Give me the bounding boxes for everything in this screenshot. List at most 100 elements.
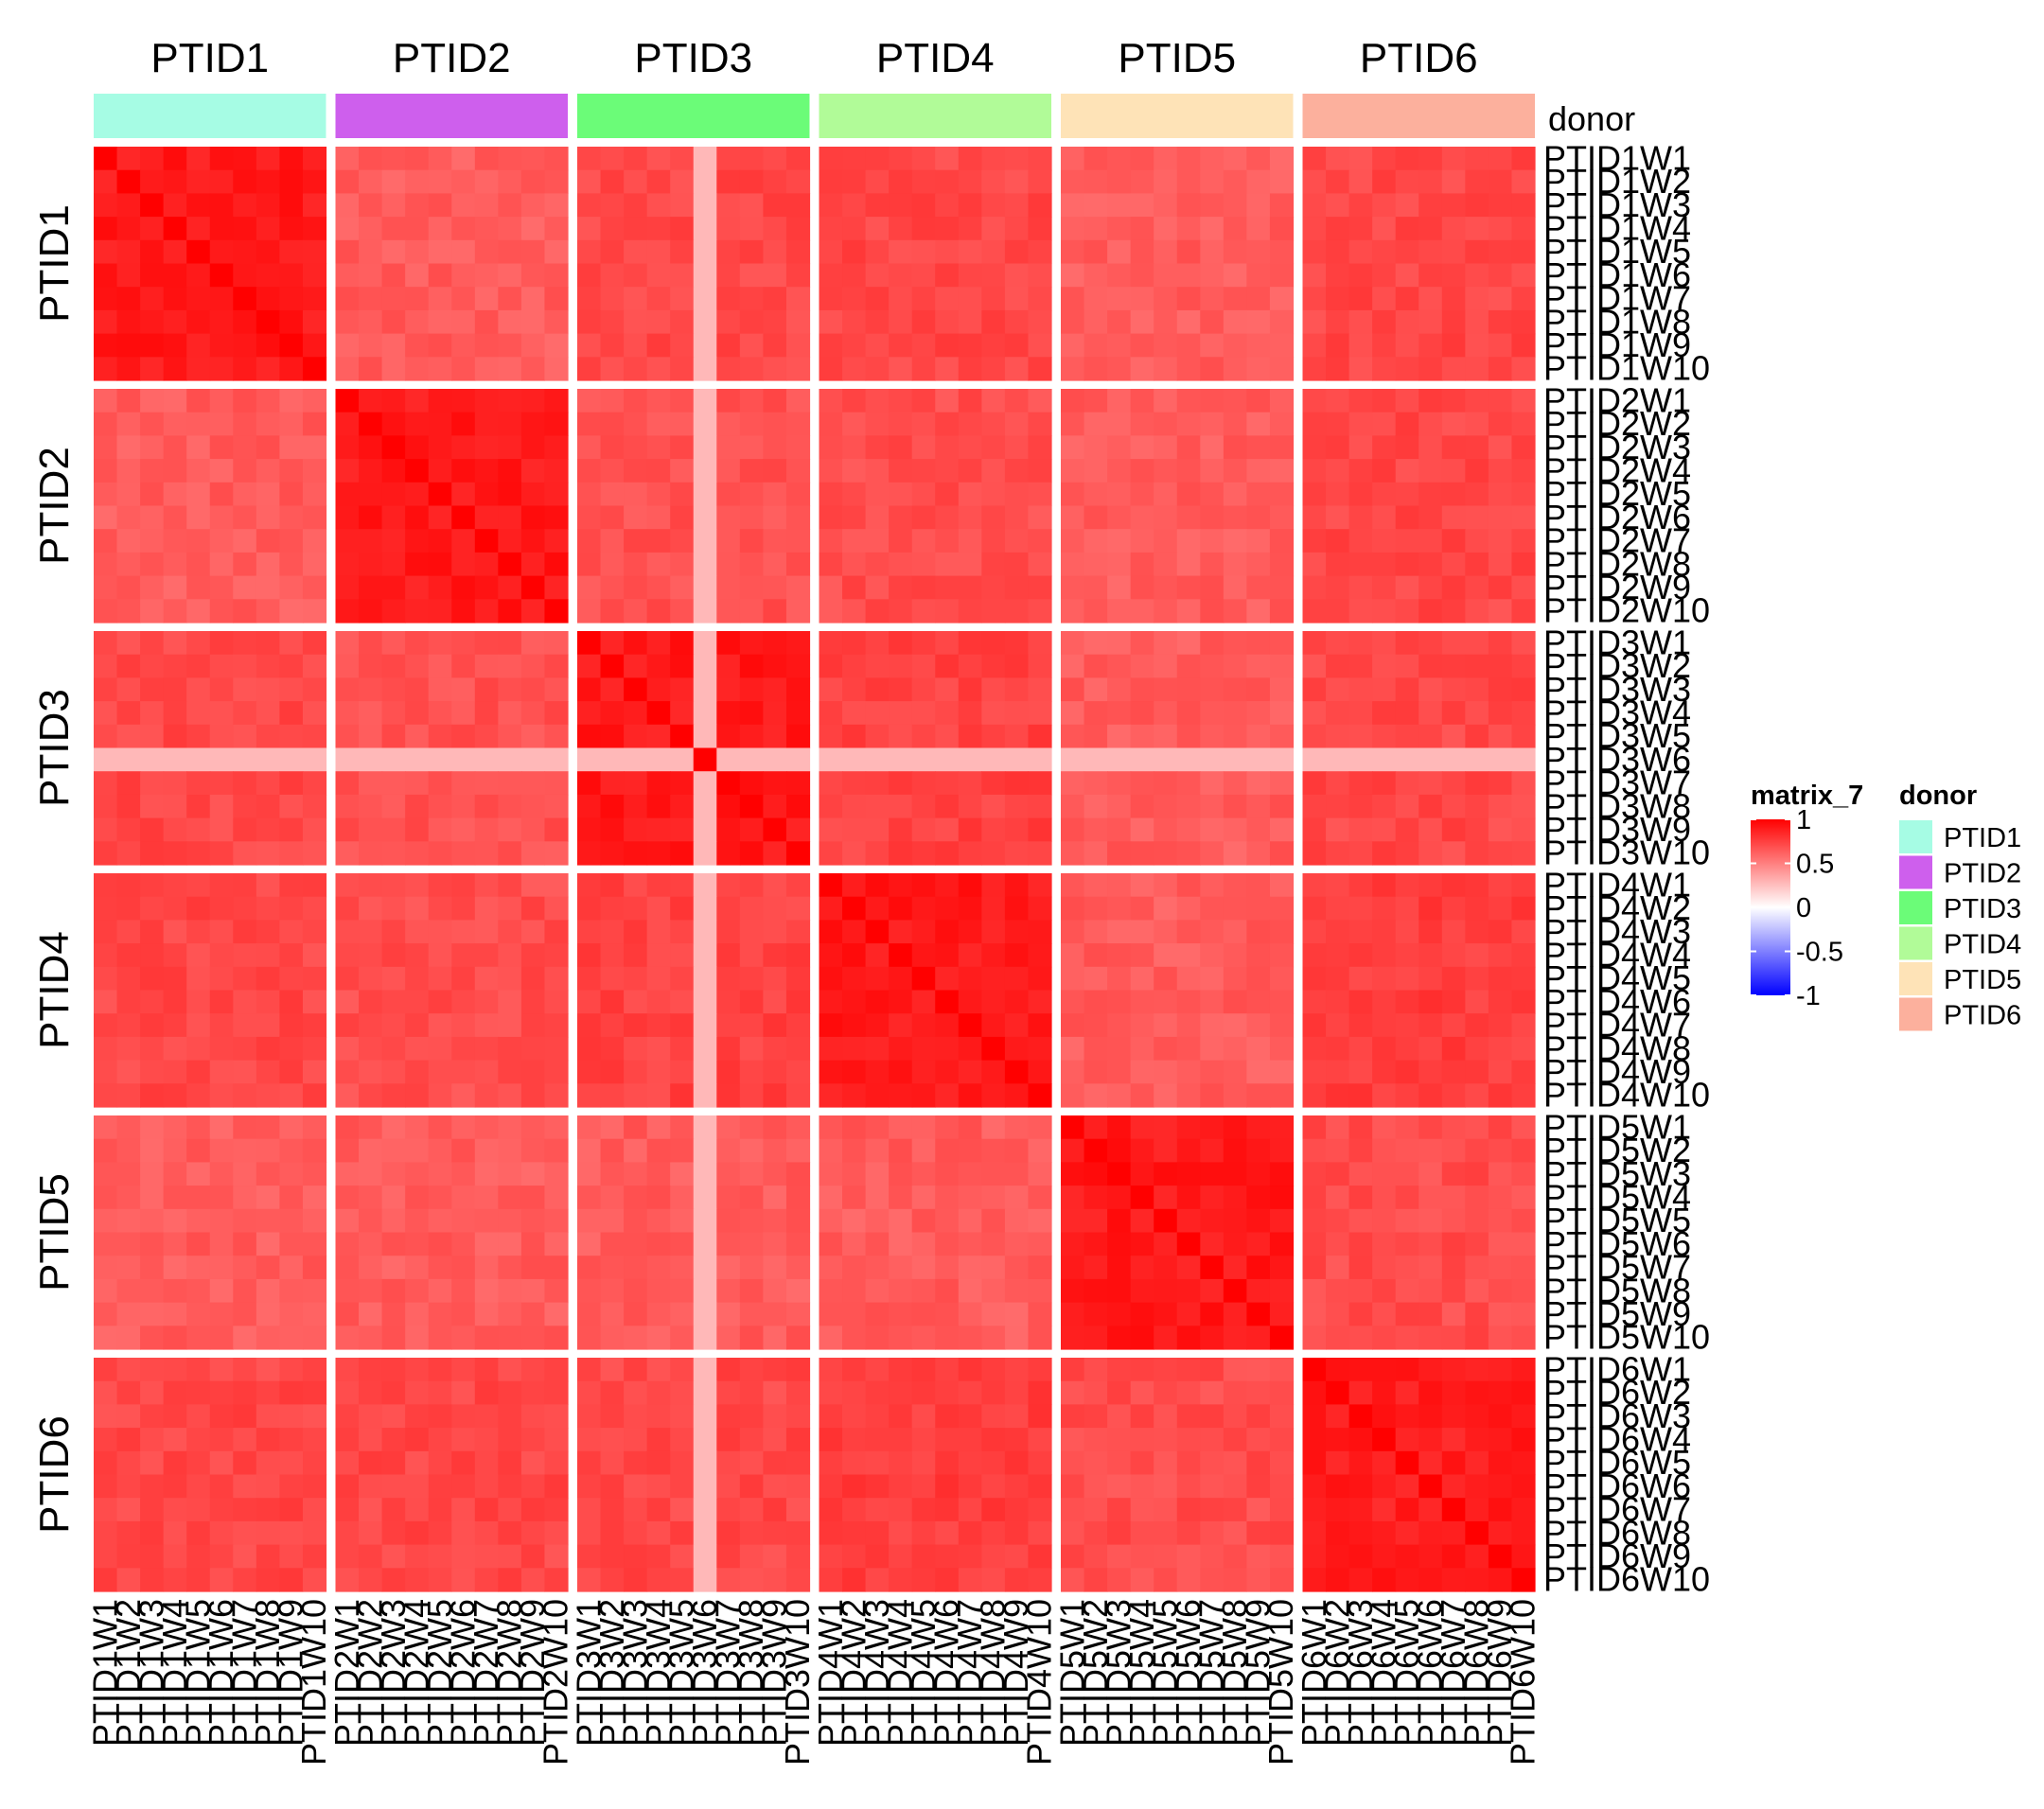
heatmap-cell-PTID2W2-PTID2W10: [544, 412, 569, 436]
heatmap-cell-PTID1W5-PTID3W4: [646, 239, 671, 265]
heatmap-cell-PTID1W6-PTID6W6: [1418, 263, 1443, 288]
heatmap-cell-PTID1W5-PTID1W6: [209, 239, 234, 265]
heatmap-cell-PTID4W9-PTID4W2: [842, 1060, 867, 1084]
column-tick-PTID6W3: PTID6W3: [1341, 1599, 1380, 1747]
heatmap-cell-PTID4W2-PTID6W3: [1348, 896, 1373, 921]
heatmap-cell-PTID5W8-PTID5W8: [1223, 1278, 1247, 1304]
heatmap-cell-PTID4W8-PTID3W8: [739, 1036, 764, 1062]
heatmap-cell-PTID6W2-PTID1W8: [256, 1380, 280, 1405]
heatmap-cell-PTID4W3-PTID1W7: [233, 920, 257, 944]
heatmap-cell-PTID3W6-PTID2W9: [520, 747, 546, 772]
heatmap-cell-PTID1W2-PTID6W3: [1348, 169, 1373, 194]
heatmap-cell-PTID1W9-PTID1W4: [163, 333, 187, 358]
heatmap-cell-PTID4W1-PTID5W9: [1246, 873, 1271, 898]
heatmap-cell-PTID4W6-PTID6W3: [1348, 990, 1373, 1014]
heatmap-cell-PTID3W1-PTID3W1: [577, 631, 602, 656]
heatmap-cell-PTID3W2-PTID6W9: [1488, 654, 1513, 678]
heatmap-cell-PTID2W1-PTID2W4: [405, 389, 430, 413]
heatmap-cell-PTID1W8-PTID2W8: [498, 309, 522, 335]
heatmap-cell-PTID4W7-PTID4W9: [1004, 1013, 1030, 1038]
heatmap-cell-PTID6W3-PTID3W5: [670, 1404, 695, 1429]
heatmap-cell-PTID1W3-PTID4W1: [819, 193, 843, 218]
heatmap-cell-PTID5W1-PTID3W6: [693, 1115, 717, 1140]
heatmap-cell-PTID1W7-PTID3W2: [600, 287, 625, 311]
heatmap-cell-PTID3W7-PTID2W2: [359, 771, 383, 796]
heatmap-cell-PTID6W1-PTID3W9: [763, 1358, 787, 1382]
heatmap-cell-PTID1W5-PTID5W10: [1269, 239, 1295, 265]
heatmap-cell-PTID2W3-PTID4W7: [958, 435, 982, 460]
column-tick-PTID5W5: PTID5W5: [1146, 1599, 1185, 1747]
heatmap-cell-PTID1W3-PTID3W8: [739, 193, 764, 218]
heatmap-cell-PTID2W10-PTID2W7: [474, 599, 499, 623]
heatmap-cell-PTID2W2-PTID1W1: [94, 412, 118, 436]
heatmap-cell-PTID6W7-PTID2W2: [359, 1498, 383, 1522]
heatmap-cell-PTID2W1-PTID5W10: [1269, 389, 1295, 413]
heatmap-cell-PTID1W7-PTID2W10: [544, 287, 569, 311]
heatmap-cell-PTID3W9-PTID1W2: [116, 817, 141, 842]
heatmap-cell-PTID2W1-PTID1W5: [186, 389, 211, 413]
heatmap-cell-PTID5W5-PTID2W6: [451, 1208, 476, 1234]
heatmap-cell-PTID5W1-PTID3W10: [785, 1115, 811, 1140]
heatmap-cell-PTID4W4-PTID6W7: [1441, 943, 1466, 968]
heatmap-cell-PTID5W6-PTID1W2: [116, 1232, 141, 1256]
heatmap-cell-PTID4W4-PTID5W2: [1084, 943, 1108, 968]
heatmap-cell-PTID2W4-PTID5W8: [1223, 459, 1247, 483]
heatmap-cell-PTID5W2-PTID3W8: [739, 1138, 764, 1163]
heatmap-cell-PTID3W9-PTID6W2: [1326, 817, 1350, 842]
heatmap-cell-PTID5W7-PTID3W3: [624, 1256, 648, 1280]
heatmap-cell-PTID3W9-PTID3W5: [670, 817, 695, 842]
heatmap-cell-PTID6W5-PTID6W8: [1465, 1450, 1489, 1476]
heatmap-cell-PTID2W7-PTID5W5: [1154, 529, 1178, 553]
heatmap-cell-PTID3W5-PTID1W3: [140, 724, 165, 749]
heatmap-cell-PTID1W3-PTID2W6: [451, 193, 476, 218]
heatmap-cell-PTID6W10-PTID4W7: [958, 1568, 982, 1592]
heatmap-cell-PTID4W3-PTID3W3: [624, 920, 648, 944]
heatmap-cell-PTID5W2-PTID6W5: [1395, 1138, 1419, 1163]
heatmap-cell-PTID3W9-PTID5W6: [1176, 817, 1201, 842]
heatmap-cell-PTID3W8-PTID5W5: [1154, 794, 1178, 819]
heatmap-cell-PTID1W6-PTID4W10: [1028, 263, 1052, 288]
heatmap-cell-PTID1W4-PTID6W3: [1348, 217, 1373, 241]
heatmap-cell-PTID5W3-PTID2W1: [335, 1162, 360, 1186]
heatmap-cell-PTID5W4-PTID1W5: [186, 1186, 211, 1210]
heatmap-cell-PTID6W7-PTID2W6: [451, 1498, 476, 1522]
heatmap-cell-PTID6W7-PTID3W2: [600, 1498, 625, 1522]
heatmap-cell-PTID3W4-PTID3W7: [716, 701, 741, 726]
heatmap-cell-PTID5W10-PTID1W8: [256, 1326, 280, 1350]
heatmap-cell-PTID3W5-PTID5W4: [1130, 724, 1154, 749]
heatmap-cell-PTID2W6-PTID1W7: [233, 505, 257, 530]
heatmap-cell-PTID1W2-PTID6W8: [1465, 169, 1489, 194]
heatmap-cell-PTID5W8-PTID6W10: [1511, 1278, 1536, 1304]
heatmap-cell-PTID1W5-PTID1W10: [302, 239, 327, 265]
heatmap-cell-PTID5W6-PTID5W6: [1176, 1232, 1201, 1256]
heatmap-cell-PTID4W4-PTID6W4: [1372, 943, 1397, 968]
heatmap-cell-PTID4W5-PTID2W8: [498, 966, 522, 992]
heatmap-cell-PTID2W10-PTID2W4: [405, 599, 430, 623]
heatmap-cell-PTID3W7-PTID4W1: [819, 771, 843, 796]
heatmap-cell-PTID2W6-PTID6W6: [1418, 505, 1443, 530]
heatmap-cell-PTID5W10-PTID4W2: [842, 1326, 867, 1350]
heatmap-cell-PTID4W2-PTID6W6: [1418, 896, 1443, 921]
heatmap-cell-PTID5W5-PTID2W1: [335, 1208, 360, 1234]
heatmap-cell-PTID4W7-PTID6W9: [1488, 1013, 1513, 1038]
heatmap-cell-PTID2W4-PTID5W3: [1107, 459, 1132, 483]
heatmap-cell-PTID2W7-PTID6W3: [1348, 529, 1373, 553]
heatmap-cell-PTID3W8-PTID4W10: [1028, 794, 1052, 819]
heatmap-cell-PTID2W5-PTID5W9: [1246, 482, 1271, 507]
heatmap-cell-PTID6W10-PTID6W2: [1326, 1568, 1350, 1592]
heatmap-cell-PTID5W2-PTID2W1: [335, 1138, 360, 1163]
heatmap-cell-PTID6W7-PTID5W4: [1130, 1498, 1154, 1522]
heatmap-cell-PTID5W6-PTID6W3: [1348, 1232, 1373, 1256]
heatmap-cell-PTID1W5-PTID5W8: [1223, 239, 1247, 265]
heatmap-cell-PTID2W8-PTID6W8: [1465, 552, 1489, 577]
heatmap-cell-PTID3W3-PTID2W10: [544, 677, 569, 702]
heatmap-cell-PTID2W5-PTID3W5: [670, 482, 695, 507]
heatmap-cell-PTID2W9-PTID2W9: [520, 575, 546, 600]
heatmap-cell-PTID1W10-PTID3W6: [693, 357, 717, 381]
heatmap-cell-PTID5W8-PTID1W3: [140, 1278, 165, 1304]
heatmap-cell-PTID1W6-PTID3W6: [693, 263, 717, 288]
heatmap-cell-PTID6W1-PTID1W2: [116, 1358, 141, 1382]
heatmap-cell-PTID1W2-PTID1W4: [163, 169, 187, 194]
heatmap-cell-PTID4W8-PTID2W7: [474, 1036, 499, 1062]
heatmap-cell-PTID4W4-PTID1W6: [209, 943, 234, 968]
